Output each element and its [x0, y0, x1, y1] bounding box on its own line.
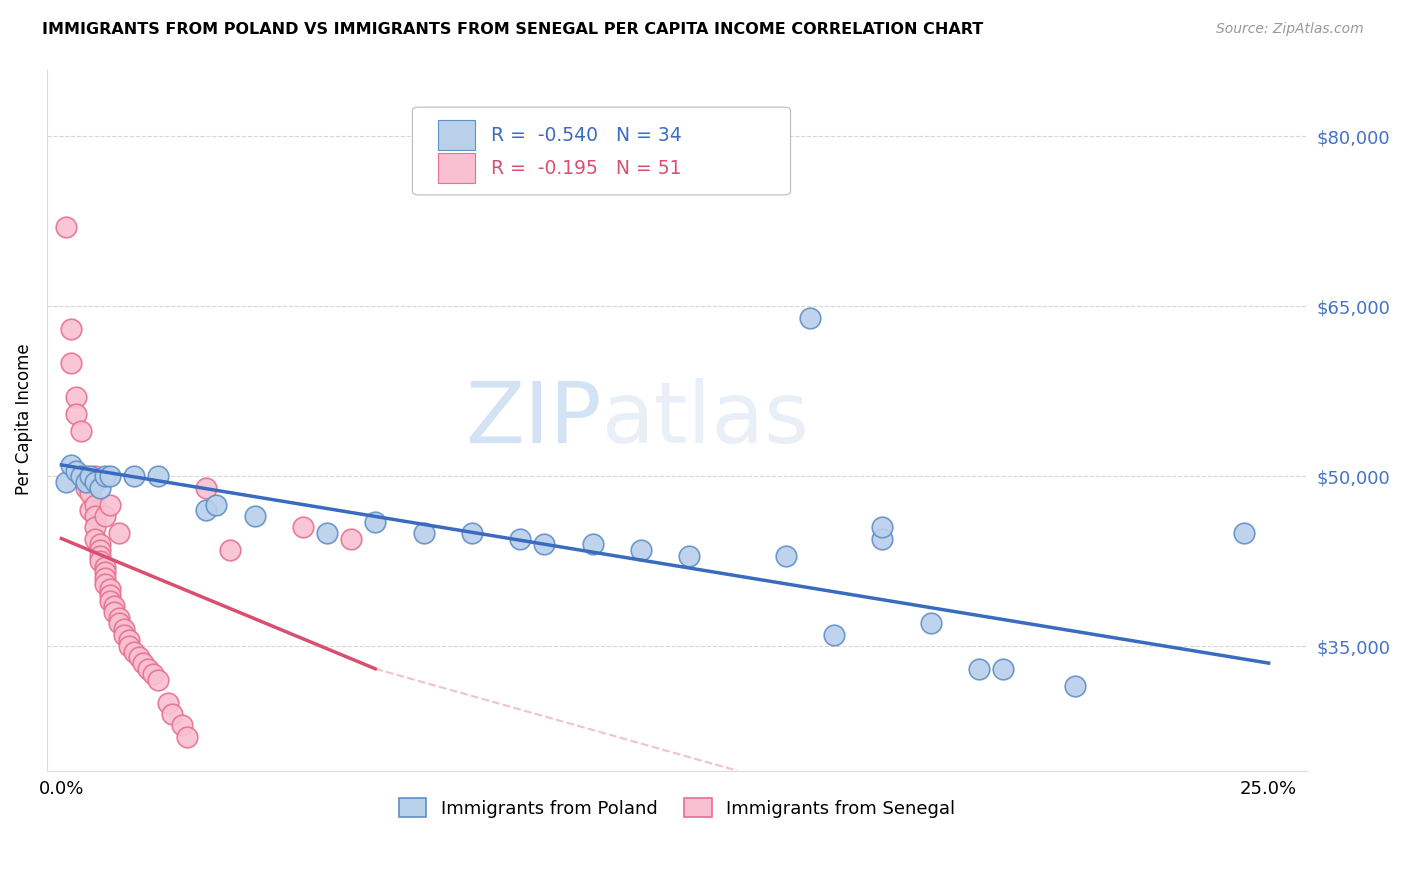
Point [89, 537, 111, 551]
Point [243, 508, 266, 523]
Point [132, 656, 155, 670]
Point [340, 532, 363, 546]
Point [84, 520, 107, 534]
Point [84, 475, 107, 489]
Point [84, 498, 107, 512]
Point [122, 645, 145, 659]
Point [65, 390, 87, 404]
Point [219, 542, 242, 557]
Point [872, 520, 894, 534]
Point [60, 322, 83, 336]
Text: ZIP: ZIP [465, 378, 602, 461]
Point [533, 537, 555, 551]
FancyBboxPatch shape [437, 120, 475, 150]
Point [98, 594, 121, 608]
Point [461, 525, 484, 540]
Point [75, 469, 97, 483]
Point [775, 549, 797, 563]
Point [205, 498, 228, 512]
Point [108, 611, 131, 625]
Point [146, 673, 169, 687]
Point [581, 537, 603, 551]
Point [920, 616, 942, 631]
Point [872, 532, 894, 546]
Point [176, 730, 198, 744]
Point [60, 458, 83, 472]
Point [172, 718, 194, 732]
Point [799, 310, 821, 325]
Point [94, 508, 117, 523]
Point [364, 515, 387, 529]
Text: R =  -0.540   N = 34: R = -0.540 N = 34 [491, 126, 682, 145]
Point [118, 639, 141, 653]
Point [1064, 679, 1087, 693]
Point [118, 633, 141, 648]
Text: R =  -0.195   N = 51: R = -0.195 N = 51 [491, 159, 681, 178]
Point [94, 566, 117, 580]
Point [65, 464, 87, 478]
FancyBboxPatch shape [437, 153, 475, 183]
Point [136, 662, 159, 676]
Point [103, 605, 125, 619]
Point [98, 582, 121, 597]
Point [108, 525, 131, 540]
Point [55, 475, 77, 489]
Point [195, 503, 218, 517]
Point [967, 662, 990, 676]
Point [678, 549, 700, 563]
Point [84, 532, 107, 546]
Point [94, 559, 117, 574]
Point [89, 554, 111, 568]
Point [75, 481, 97, 495]
Point [69, 424, 91, 438]
Point [316, 525, 339, 540]
Point [991, 662, 1014, 676]
Point [84, 508, 107, 523]
Point [94, 469, 117, 483]
Point [128, 650, 150, 665]
Point [108, 616, 131, 631]
Point [60, 356, 83, 370]
Point [112, 622, 135, 636]
Text: atlas: atlas [602, 378, 810, 461]
Y-axis label: Per Capita Income: Per Capita Income [15, 343, 32, 495]
Point [79, 486, 101, 500]
Point [1233, 525, 1256, 540]
Point [65, 407, 87, 421]
Text: Source: ZipAtlas.com: Source: ZipAtlas.com [1216, 22, 1364, 37]
Point [291, 520, 314, 534]
Point [84, 469, 107, 483]
Point [79, 503, 101, 517]
Point [89, 549, 111, 563]
Point [98, 588, 121, 602]
Point [156, 696, 179, 710]
Point [103, 599, 125, 614]
Point [89, 542, 111, 557]
Point [630, 542, 652, 557]
Point [89, 481, 111, 495]
Point [823, 628, 845, 642]
Point [75, 475, 97, 489]
Point [195, 481, 218, 495]
FancyBboxPatch shape [412, 107, 790, 195]
Point [55, 220, 77, 235]
Point [79, 469, 101, 483]
Point [122, 469, 145, 483]
Point [69, 469, 91, 483]
Point [94, 577, 117, 591]
Point [112, 628, 135, 642]
Point [412, 525, 434, 540]
Point [94, 571, 117, 585]
Point [162, 707, 184, 722]
Point [98, 498, 121, 512]
Text: IMMIGRANTS FROM POLAND VS IMMIGRANTS FROM SENEGAL PER CAPITA INCOME CORRELATION : IMMIGRANTS FROM POLAND VS IMMIGRANTS FRO… [42, 22, 983, 37]
Point [98, 469, 121, 483]
Point [146, 469, 169, 483]
Point [142, 667, 165, 681]
Legend: Immigrants from Poland, Immigrants from Senegal: Immigrants from Poland, Immigrants from … [392, 791, 962, 825]
Point [509, 532, 531, 546]
